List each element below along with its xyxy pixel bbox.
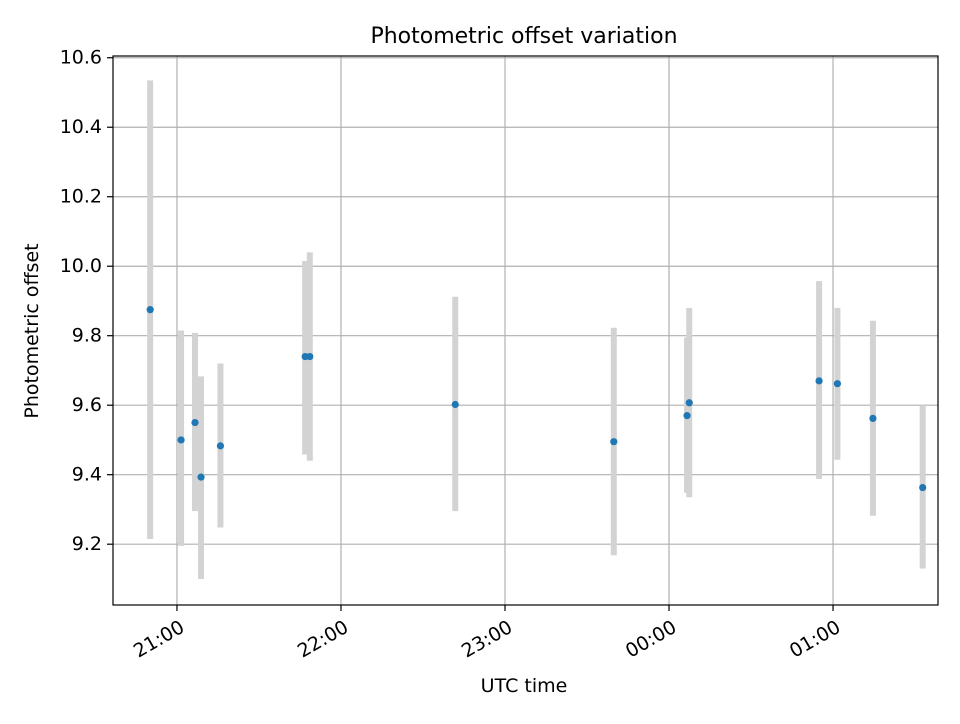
data-point xyxy=(683,412,691,420)
data-point xyxy=(191,418,199,427)
data-point xyxy=(197,473,205,481)
y-tick-label: 9.8 xyxy=(72,325,102,347)
point-layer xyxy=(146,306,927,492)
data-point xyxy=(815,377,823,385)
data-point xyxy=(451,400,459,409)
y-axis-label: Photometric offset xyxy=(21,243,43,418)
y-tick-label: 10.4 xyxy=(60,116,102,138)
y-tick-label: 10.6 xyxy=(60,47,102,69)
y-tick-label: 10.0 xyxy=(60,255,102,277)
y-axis-ticks: 9.2 9.4 9.6 9.8 10.0 10.2 10.4 10.6 xyxy=(60,47,113,555)
data-point xyxy=(685,399,693,407)
chart-title: Photometric offset variation xyxy=(370,24,677,49)
data-point xyxy=(833,380,842,388)
plot-frame xyxy=(112,55,939,606)
x-axis-label: UTC time xyxy=(481,675,568,697)
y-tick-label: 9.2 xyxy=(72,533,102,555)
data-point xyxy=(919,483,927,492)
y-tick-label: 10.2 xyxy=(60,186,102,208)
y-tick-label: 9.4 xyxy=(72,464,102,486)
data-point xyxy=(869,414,877,423)
grid-layer xyxy=(113,56,938,605)
data-point xyxy=(216,442,225,450)
data-point xyxy=(306,352,314,361)
data-point xyxy=(177,436,185,444)
y-tick-label: 9.6 xyxy=(72,394,102,416)
data-point xyxy=(146,306,154,314)
data-point xyxy=(610,438,618,446)
